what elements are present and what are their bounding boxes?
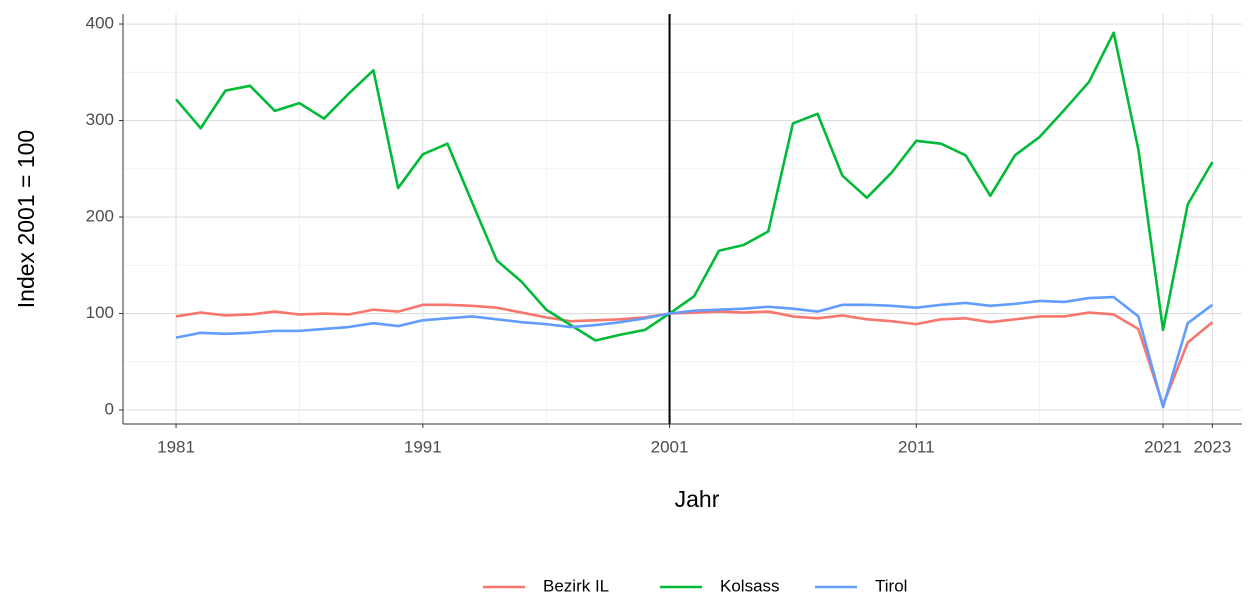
y-tick-label: 400: [86, 14, 114, 33]
y-tick-label: 100: [86, 303, 114, 322]
y-axis-title: Index 2001 = 100: [13, 130, 39, 308]
legend-label: Bezirk IL: [543, 576, 609, 595]
y-tick-label: 0: [105, 399, 114, 418]
series-line: [175, 295, 1214, 409]
series-line: [175, 31, 1214, 342]
x-tick-label: 2021: [1144, 437, 1182, 456]
x-tick-label: 1981: [157, 437, 195, 456]
legend-label: Tirol: [875, 576, 907, 595]
x-tick-label: 1991: [404, 437, 442, 456]
y-tick-label: 300: [86, 110, 114, 129]
series-line: [175, 303, 1214, 407]
x-axis-title: Jahr: [675, 486, 720, 512]
x-tick-label: 2011: [898, 437, 935, 456]
x-tick-label: 2023: [1193, 437, 1231, 456]
x-tick-label: 2001: [651, 437, 689, 456]
y-tick-label: 200: [86, 207, 114, 226]
legend-label: Kolsass: [720, 576, 780, 595]
